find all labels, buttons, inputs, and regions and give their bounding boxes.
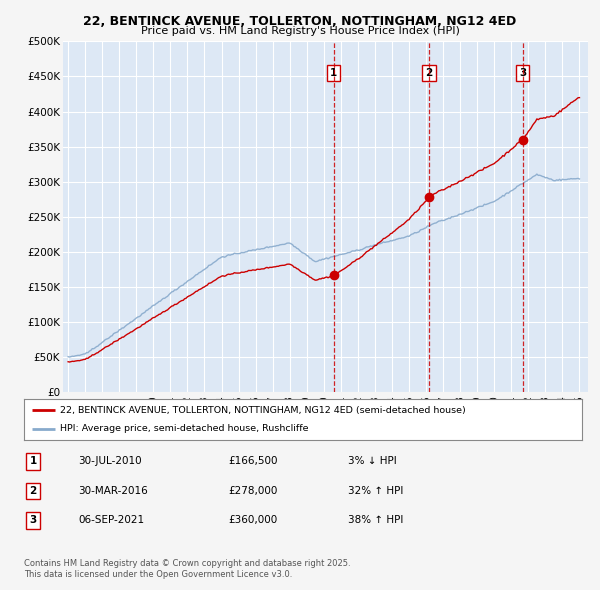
Text: This data is licensed under the Open Government Licence v3.0.: This data is licensed under the Open Gov… bbox=[24, 571, 292, 579]
Text: 06-SEP-2021: 06-SEP-2021 bbox=[78, 516, 144, 525]
Text: £278,000: £278,000 bbox=[228, 486, 277, 496]
Text: 22, BENTINCK AVENUE, TOLLERTON, NOTTINGHAM, NG12 4ED: 22, BENTINCK AVENUE, TOLLERTON, NOTTINGH… bbox=[83, 15, 517, 28]
Text: Contains HM Land Registry data © Crown copyright and database right 2025.: Contains HM Land Registry data © Crown c… bbox=[24, 559, 350, 568]
Text: 22, BENTINCK AVENUE, TOLLERTON, NOTTINGHAM, NG12 4ED (semi-detached house): 22, BENTINCK AVENUE, TOLLERTON, NOTTINGH… bbox=[60, 406, 466, 415]
Text: £166,500: £166,500 bbox=[228, 457, 277, 466]
Text: 30-JUL-2010: 30-JUL-2010 bbox=[78, 457, 142, 466]
Text: 3: 3 bbox=[29, 516, 37, 525]
Text: 3% ↓ HPI: 3% ↓ HPI bbox=[348, 457, 397, 466]
Text: £360,000: £360,000 bbox=[228, 516, 277, 525]
Text: 32% ↑ HPI: 32% ↑ HPI bbox=[348, 486, 403, 496]
Text: 1: 1 bbox=[29, 457, 37, 466]
Text: 30-MAR-2016: 30-MAR-2016 bbox=[78, 486, 148, 496]
Text: 1: 1 bbox=[330, 68, 337, 78]
Text: 3: 3 bbox=[519, 68, 527, 78]
Text: 38% ↑ HPI: 38% ↑ HPI bbox=[348, 516, 403, 525]
Text: HPI: Average price, semi-detached house, Rushcliffe: HPI: Average price, semi-detached house,… bbox=[60, 424, 309, 433]
Text: 2: 2 bbox=[425, 68, 433, 78]
Text: Price paid vs. HM Land Registry's House Price Index (HPI): Price paid vs. HM Land Registry's House … bbox=[140, 26, 460, 36]
Text: 2: 2 bbox=[29, 486, 37, 496]
